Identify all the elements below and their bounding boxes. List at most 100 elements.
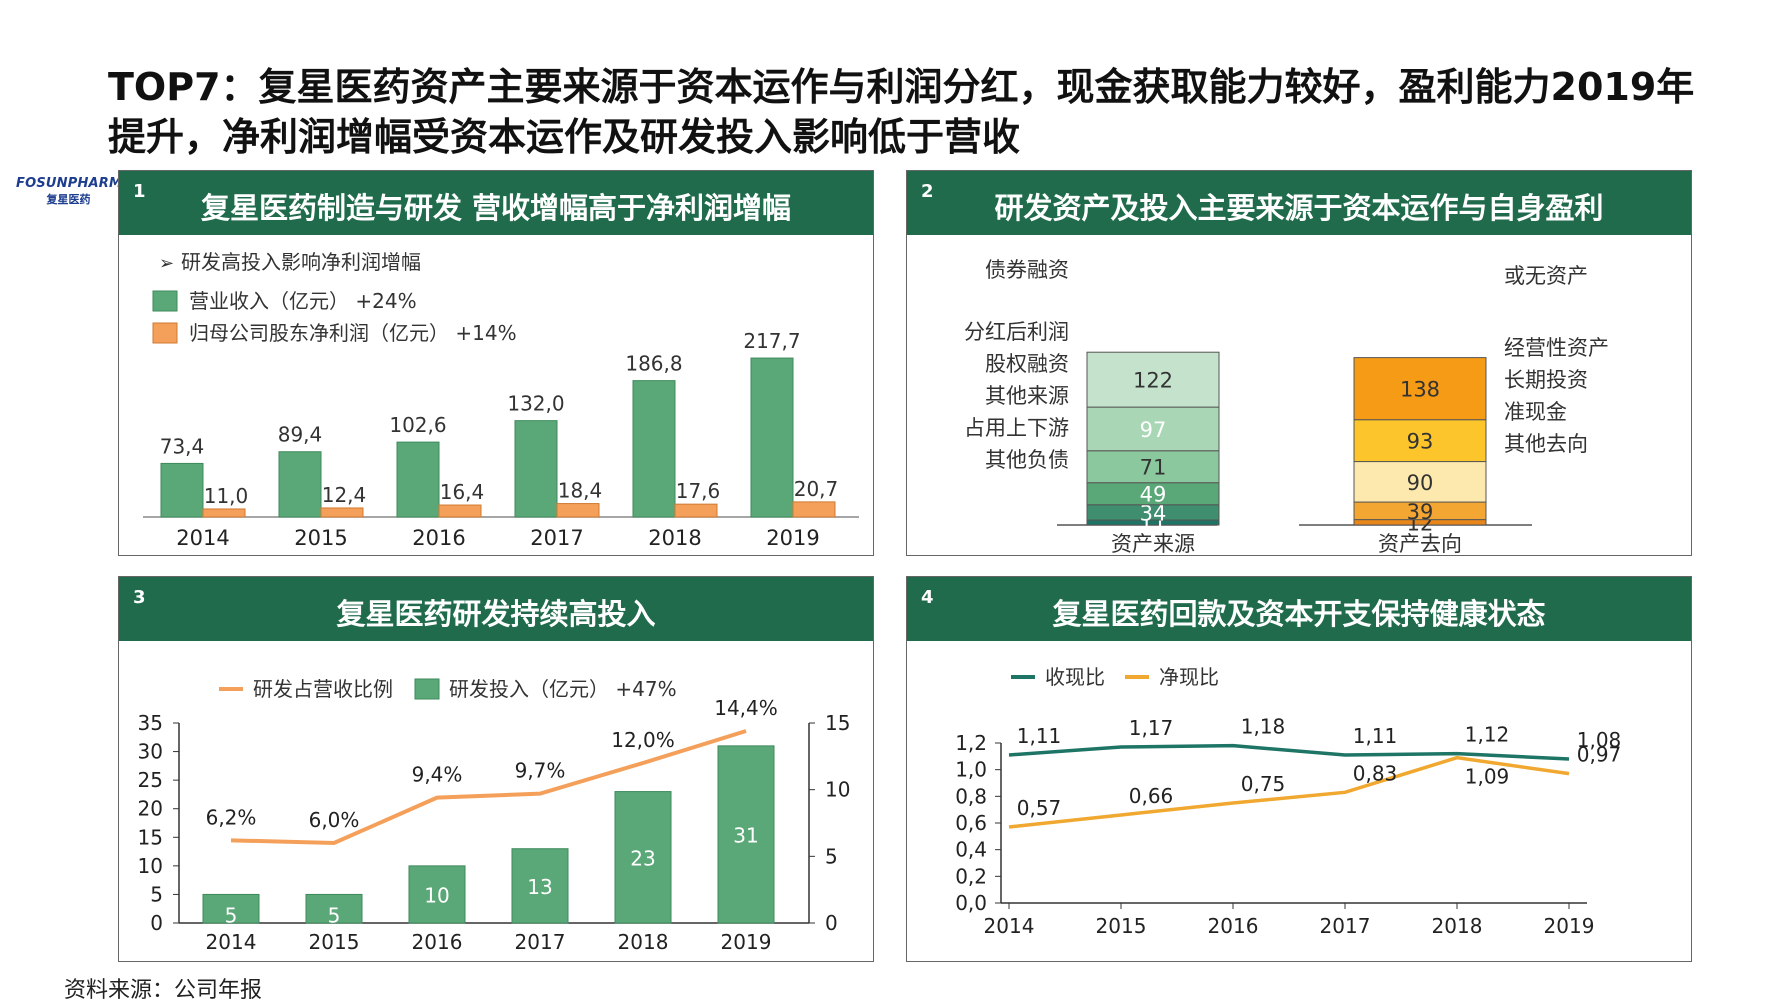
data-label: 17,6	[676, 479, 721, 503]
x-tick-label: 2017	[1320, 914, 1371, 938]
bar-profit	[792, 501, 836, 518]
x-tick-label: 2014	[984, 914, 1035, 938]
logo-main-text: FOSUNPHARMA	[16, 176, 133, 191]
line-value-label: 1,11	[1353, 724, 1398, 748]
segment-name-label: 占用上下游	[964, 416, 1069, 440]
data-label: 186,8	[625, 352, 682, 376]
bar-profit	[320, 507, 364, 518]
line-value-label: 1,09	[1465, 765, 1510, 789]
data-label: 217,7	[743, 329, 800, 353]
asset-flow-chart: 1134497197122资产来源12399093138资产去向债券融资分红后利…	[964, 258, 1609, 555]
data-label: 132,0	[507, 392, 564, 416]
x-tick-label: 2018	[648, 526, 701, 550]
legend-label: 收现比	[1045, 665, 1105, 689]
data-label: 89,4	[278, 423, 323, 447]
segment-name-label: 债券融资	[985, 258, 1069, 282]
bar-profit	[202, 508, 246, 518]
category-label: 资产去向	[1378, 532, 1462, 555]
bar-value-label: 5	[225, 904, 238, 928]
x-tick-label: 2018	[618, 930, 669, 954]
data-label: 73,4	[160, 434, 205, 458]
bar-rd-investment	[511, 848, 569, 924]
stack-segment	[1353, 357, 1487, 421]
y-tick-label: 1,2	[955, 731, 987, 755]
x-tick-label: 2019	[1544, 914, 1595, 938]
bar-revenue	[160, 462, 204, 518]
line-value-label: 6,2%	[206, 805, 257, 829]
bar-rd-investment	[717, 745, 775, 924]
data-label: 102,6	[389, 413, 446, 437]
x-tick-label: 2014	[206, 930, 257, 954]
y-tick-label: 0,8	[955, 784, 987, 808]
data-label: 18,4	[558, 479, 603, 503]
segment-value: 49	[1140, 483, 1167, 507]
line-value-label: 6,0%	[309, 808, 360, 832]
y-tick-label: 0,4	[955, 838, 987, 862]
segment-value: 122	[1133, 369, 1173, 393]
segment-value: 39	[1407, 500, 1434, 524]
x-tick-label: 2017	[515, 930, 566, 954]
y-tick-label: 20	[138, 797, 163, 821]
segment-name-label: 其他来源	[985, 384, 1069, 408]
y-tick-label-right: 5	[825, 844, 838, 868]
x-tick-label: 2016	[412, 526, 465, 550]
line-value-label: 1,17	[1129, 716, 1174, 740]
segment-value: 97	[1140, 418, 1167, 442]
stack-segment	[1086, 450, 1220, 484]
legend-label: 研发投入（亿元） +47%	[449, 677, 677, 701]
y-tick-label: 0	[150, 911, 163, 935]
panel-number: 2	[921, 181, 934, 202]
bar-revenue	[278, 451, 322, 518]
data-label: 16,4	[440, 480, 485, 504]
bar-revenue	[514, 420, 558, 518]
line-value-label: 9,7%	[515, 759, 566, 783]
bar-value-label: 13	[527, 875, 552, 899]
page-title: TOP7：复星医药资产主要来源于资本运作与利润分红，现金获取能力较好，盈利能力2…	[108, 65, 1695, 159]
line-value-label: 9,4%	[412, 763, 463, 787]
stack-segment	[1086, 406, 1220, 452]
bar-value-label: 10	[424, 883, 449, 907]
bar-value-label: 5	[328, 904, 341, 928]
bullet-arrow: ➢	[159, 253, 174, 274]
x-tick-label: 2016	[1208, 914, 1259, 938]
segment-name-label: 分红后利润	[964, 320, 1069, 344]
net-cash-ratio-line	[1008, 755, 1570, 829]
panel-header: 2 研发资产及投入主要来源于资本运作与自身盈利	[907, 171, 1691, 235]
source-note: 资料来源：公司年报	[64, 978, 263, 1003]
y-tick-label: 0,0	[955, 891, 987, 915]
panel-number: 1	[133, 181, 146, 202]
collection-ratio-line	[1008, 743, 1570, 761]
line-value-label: 1,11	[1017, 724, 1062, 748]
bar-rd-investment	[408, 865, 466, 924]
line-value-label: 0,83	[1353, 761, 1398, 785]
data-label: 20,7	[794, 477, 839, 501]
line-value-label: 1,08	[1577, 728, 1622, 752]
bar-profit	[674, 503, 718, 518]
bar-revenue	[632, 380, 676, 518]
bar-rd-investment	[614, 791, 672, 924]
panel-title: 复星医药研发持续高投入	[336, 597, 656, 631]
segment-name-label: 其他去向	[1504, 432, 1588, 456]
segment-name-label: 经营性资产	[1504, 336, 1609, 360]
panel-header: 3 复星医药研发持续高投入	[119, 577, 873, 641]
x-tick-label: 2018	[1432, 914, 1483, 938]
y-tick-label-right: 10	[825, 778, 850, 802]
segment-name-label: 股权融资	[985, 352, 1069, 376]
bar-value-label: 31	[733, 823, 758, 847]
legend-swatch	[152, 290, 178, 312]
panel-asset-sources: 2 研发资产及投入主要来源于资本运作与自身盈利 11 34 49 71 97 122 资产来…	[906, 170, 1692, 556]
segment-name-label: 准现金	[1504, 400, 1567, 424]
data-label: 11,0	[204, 484, 249, 508]
line-value-label: 0,97	[1577, 743, 1622, 767]
legend-label: 净现比	[1159, 665, 1219, 689]
data-label: 12,4	[322, 483, 367, 507]
stack-segment	[1353, 461, 1487, 503]
x-tick-label: 2015	[309, 930, 360, 954]
bar-revenue	[750, 357, 794, 518]
y-tick-label: 1,0	[955, 758, 987, 782]
y-tick-label: 35	[138, 711, 163, 735]
legend-label: 归母公司股东净利润（亿元） +14%	[189, 321, 517, 345]
y-tick-label: 25	[138, 768, 163, 792]
